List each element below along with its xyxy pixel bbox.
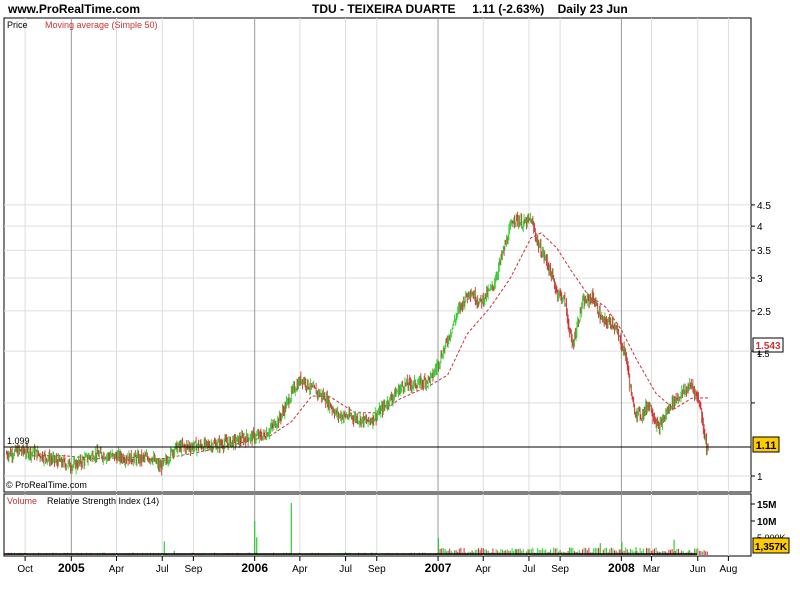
time-axis: Oct 2005 Apr Jul Sep 2006 Apr Jul Sep 2007 Apr Jul S… xyxy=(17,556,737,575)
time-tick-label: 2006 xyxy=(241,561,268,575)
price-axis-hidden-label: 1.5 xyxy=(757,349,770,359)
price-tick-label: 2 xyxy=(757,347,763,358)
price-tick-label: 1 xyxy=(757,472,763,483)
last-price-label: 1.11 xyxy=(756,440,777,452)
price-legend: Price xyxy=(7,20,28,30)
ma-legend: Moving average (Simple 50) xyxy=(45,20,158,30)
header-bar: www.ProRealTime.com TDU - TEIXEIRA DUART… xyxy=(0,0,800,18)
price-tick-label: 2.5 xyxy=(757,307,771,318)
time-grid xyxy=(24,18,729,492)
price-tick-label: 4.5 xyxy=(757,201,771,212)
price-tick-label: 3 xyxy=(757,274,763,285)
copyright: © ProRealTime.com xyxy=(6,480,87,490)
low-label: 1.099 xyxy=(7,436,30,446)
time-tick-label: Jul xyxy=(339,564,352,575)
last-volume-tag: 1,357K xyxy=(752,537,790,554)
price-grid xyxy=(4,204,751,477)
price-tick-label: 3.5 xyxy=(757,246,771,257)
site-url[interactable]: www.ProRealTime.com xyxy=(8,2,141,16)
rsi-legend: Relative Strength Index (14) xyxy=(47,496,159,506)
time-tick-label: Oct xyxy=(17,564,33,575)
ticker-name: TDU - TEIXEIRA DUARTE xyxy=(312,2,456,16)
last-volume-label: 1,357K xyxy=(755,542,788,553)
time-tick-label: Apr xyxy=(475,564,491,575)
price-tick-label: 4 xyxy=(757,222,763,233)
moving-average-line xyxy=(32,232,709,460)
last-change: 1.11 (-2.63%) xyxy=(472,2,545,16)
volume-tick-label: 15M xyxy=(757,500,776,511)
volume-legend: Volume xyxy=(7,496,37,506)
ticker-info: TDU - TEIXEIRA DUARTE 1.11 (-2.63%) Dail… xyxy=(312,2,628,16)
volume-panel xyxy=(3,493,752,557)
volume-axis: 15M 10M xyxy=(751,500,776,528)
ma-value-tag: 1.543 xyxy=(752,337,784,353)
moving-average-layer xyxy=(32,232,709,460)
time-tick-label: Mar xyxy=(643,564,661,575)
time-tick-label: Apr xyxy=(109,564,125,575)
time-tick-label: Jul xyxy=(156,564,169,575)
time-tick-label: Sep xyxy=(551,564,569,575)
time-tick-label: Aug xyxy=(719,564,737,575)
price-axis: 1 2 2.5 3 3.5 4 4.5 xyxy=(751,201,771,483)
ma-value-label: 1.543 xyxy=(755,341,780,352)
last-price-tag: 1.11 xyxy=(752,436,780,453)
chart-period: Daily 23 Jun xyxy=(557,2,628,16)
time-tick-label: 2007 xyxy=(425,561,452,575)
time-tick-label: Sep xyxy=(184,564,202,575)
time-tick-label: 2005 xyxy=(58,561,85,575)
time-tick-label: Jun xyxy=(690,564,706,575)
volume-tick-label: 10M xyxy=(757,517,776,528)
time-tick-label: Apr xyxy=(292,564,308,575)
time-tick-label: Sep xyxy=(368,564,386,575)
time-tick-label: Jul xyxy=(523,564,536,575)
time-tick-label: 2008 xyxy=(608,561,635,575)
price-bars xyxy=(6,211,709,476)
